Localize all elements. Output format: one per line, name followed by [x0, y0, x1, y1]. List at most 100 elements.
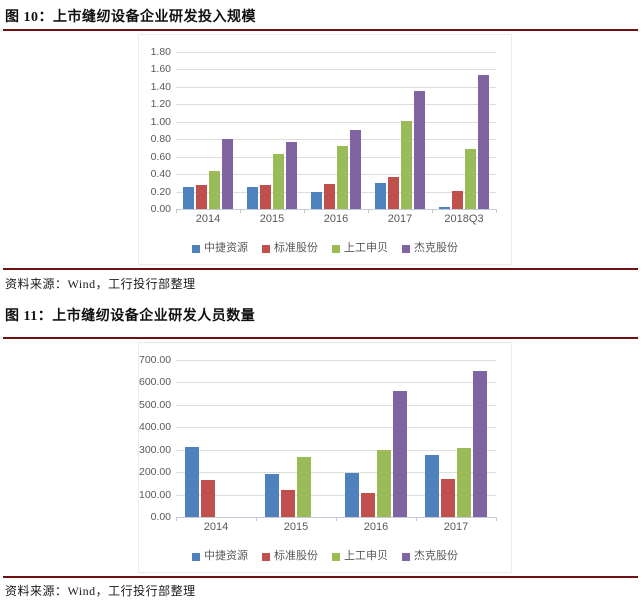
x-tick-label: 2016 [323, 213, 349, 225]
axis-tick [176, 517, 177, 521]
axis-tick [256, 517, 257, 521]
bar [465, 149, 476, 209]
figure-10-chart: 1.80 1.60 1.40 1.20 1.00 0.80 0.60 0.40 0.20 0.00… [138, 34, 512, 265]
legend-label: 标准股份 [274, 242, 318, 254]
bar [209, 171, 220, 209]
legend-marker [332, 244, 340, 253]
legend-label: 杰克股份 [414, 242, 458, 254]
y-tick-label: 100.00 [139, 488, 172, 501]
gridline [176, 449, 496, 451]
bar [473, 371, 487, 517]
y-tick-label: 500.00 [139, 398, 172, 411]
legend-label: 上工申贝 [344, 242, 388, 254]
legend-item: 上工申贝 [332, 243, 388, 254]
axis-tick [176, 209, 177, 213]
bar-group [176, 360, 256, 517]
axis-tick [368, 209, 369, 213]
legend-label: 上工申贝 [344, 550, 388, 562]
gridline [176, 404, 496, 406]
x-tick-label: 2015 [283, 521, 309, 533]
legend-label: 中捷资源 [204, 550, 248, 562]
figure-11-source-rule [3, 576, 638, 578]
bar [196, 185, 207, 209]
figure-11-source-note: 资料来源：Wind，工行投行部整理 [5, 584, 196, 598]
x-tick-label: 2016 [363, 521, 389, 533]
legend-label: 中捷资源 [204, 242, 248, 254]
x-tick-label: 2014 [203, 521, 229, 533]
axis-tick [496, 517, 497, 521]
bar [201, 480, 215, 517]
gridline [176, 121, 496, 123]
bar-group [240, 52, 304, 209]
gridline [176, 86, 496, 88]
bar-group [416, 360, 496, 517]
bar-group [336, 360, 416, 517]
gridline [176, 156, 496, 158]
bar [281, 490, 295, 517]
bar [414, 91, 425, 209]
legend-item: 杰克股份 [402, 243, 458, 254]
figure-10-title-rule [3, 29, 638, 31]
legend-item: 标准股份 [262, 243, 318, 254]
legend-item: 杰克股份 [402, 551, 458, 562]
legend-marker [332, 552, 340, 561]
x-tick-label: 2014 [195, 213, 221, 225]
x-tick-label: 2017 [387, 213, 413, 225]
legend-item: 标准股份 [262, 551, 318, 562]
bar [247, 187, 258, 209]
bar [311, 192, 322, 209]
bar [185, 447, 199, 517]
bar [377, 450, 391, 517]
bar [425, 455, 439, 517]
gridline [176, 472, 496, 474]
bar [337, 146, 348, 209]
legend-marker [192, 552, 200, 561]
y-tick-label: 1.40 [150, 80, 171, 93]
axis-tick [416, 517, 417, 521]
axis-tick [240, 209, 241, 213]
y-tick-label: 0.00 [150, 510, 171, 523]
bar [260, 185, 271, 209]
bar [324, 184, 335, 209]
y-tick-label: 0.60 [150, 150, 171, 163]
bar [273, 154, 284, 209]
y-tick-label: 0.40 [150, 167, 171, 180]
legend-marker [262, 244, 270, 253]
bar [375, 183, 386, 209]
gridline [176, 139, 496, 141]
y-tick-label: 0.00 [150, 202, 171, 215]
bar-group [304, 52, 368, 209]
y-tick-label: 0.20 [150, 185, 171, 198]
gridline [176, 69, 496, 71]
bar [441, 479, 455, 517]
legend-item: 中捷资源 [192, 243, 248, 254]
y-tick-label: 400.00 [139, 421, 172, 434]
legend-marker [192, 244, 200, 253]
legend-item: 上工申贝 [332, 551, 388, 562]
axis-tick [304, 209, 305, 213]
bar [388, 177, 399, 209]
legend-marker [402, 244, 410, 253]
bar [222, 139, 233, 209]
bar [265, 474, 279, 517]
figure-10-title: 图 10：上市缝纫设备企业研发投入规模 [5, 10, 256, 25]
gridline [176, 494, 496, 496]
bar [401, 121, 412, 209]
legend-label: 标准股份 [274, 550, 318, 562]
bar-group [176, 52, 240, 209]
x-tick-label: 2018Q3 [444, 213, 484, 225]
gridline [176, 427, 496, 429]
gridline [176, 104, 496, 106]
y-tick-label: 1.60 [150, 63, 171, 76]
x-axis-line [176, 209, 496, 210]
figure-11-chart: 700.00 600.00 500.00 400.00 300.00 200.00 100.… [138, 342, 512, 573]
bar [393, 391, 407, 517]
axis-tick [496, 209, 497, 213]
bar [452, 191, 463, 209]
bar [439, 207, 450, 209]
bar [297, 457, 311, 517]
gridline [176, 174, 496, 176]
chart-legend: 中捷资源 标准股份 上工申贝 杰克股份 [139, 243, 511, 254]
y-tick-label: 1.80 [150, 45, 171, 58]
gridline [176, 52, 496, 53]
